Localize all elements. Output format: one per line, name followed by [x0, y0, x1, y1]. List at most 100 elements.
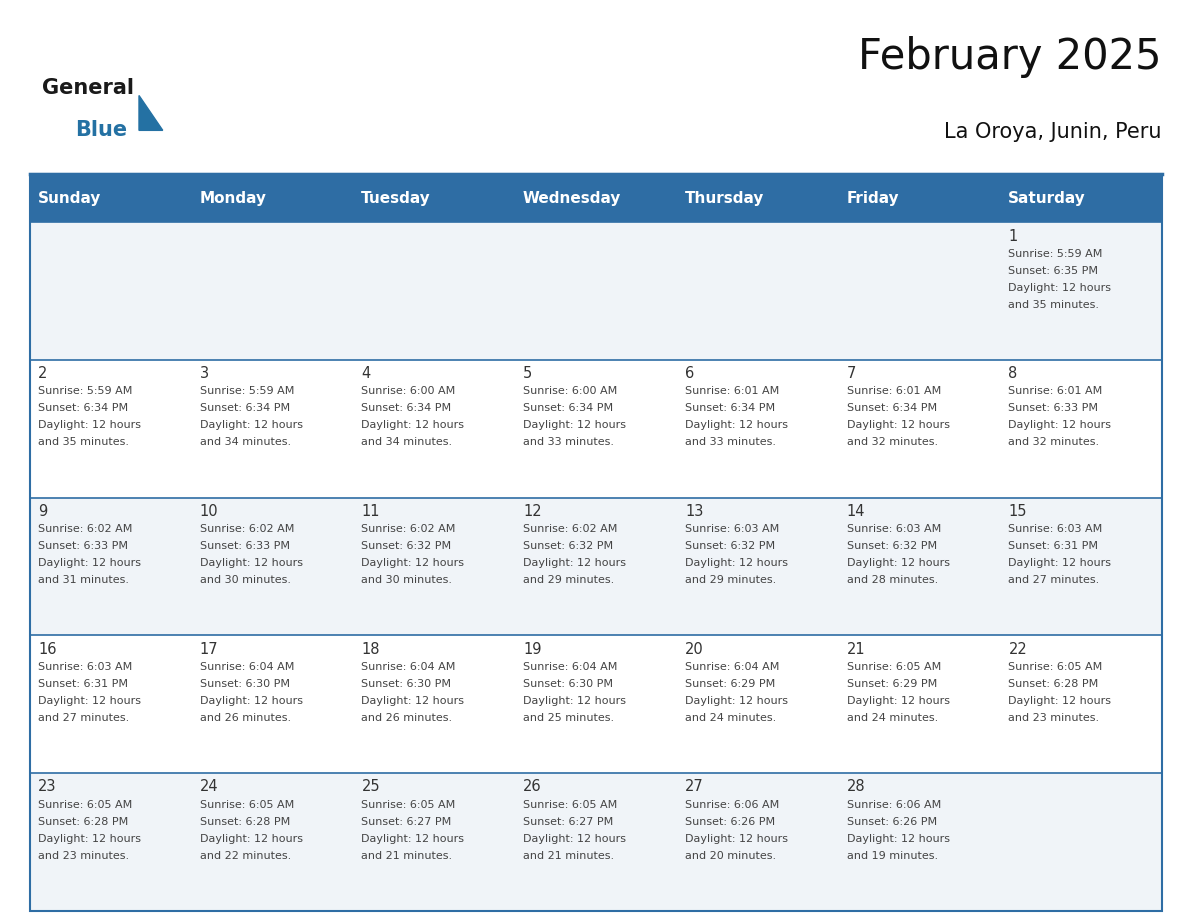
- Text: La Oroya, Junin, Peru: La Oroya, Junin, Peru: [944, 122, 1162, 142]
- Text: 10: 10: [200, 504, 219, 519]
- Text: Daylight: 12 hours: Daylight: 12 hours: [685, 558, 788, 568]
- Text: Sunrise: 5:59 AM: Sunrise: 5:59 AM: [1009, 249, 1102, 259]
- Text: 26: 26: [523, 779, 542, 794]
- Text: Daylight: 12 hours: Daylight: 12 hours: [1009, 283, 1112, 293]
- Text: Sunrise: 6:05 AM: Sunrise: 6:05 AM: [523, 800, 618, 810]
- Bar: [191, 360, 353, 498]
- Bar: [514, 360, 677, 498]
- Bar: [677, 773, 839, 911]
- Text: Sunset: 6:33 PM: Sunset: 6:33 PM: [38, 542, 128, 551]
- Text: Sunset: 6:29 PM: Sunset: 6:29 PM: [847, 679, 937, 688]
- Text: 16: 16: [38, 642, 57, 656]
- Bar: [30, 773, 191, 911]
- Text: Sunrise: 5:59 AM: Sunrise: 5:59 AM: [38, 386, 132, 397]
- Text: and 31 minutes.: and 31 minutes.: [38, 575, 129, 585]
- Text: Sunrise: 6:03 AM: Sunrise: 6:03 AM: [1009, 524, 1102, 534]
- Text: Sunset: 6:33 PM: Sunset: 6:33 PM: [1009, 404, 1099, 413]
- Text: Sunrise: 6:04 AM: Sunrise: 6:04 AM: [523, 662, 618, 672]
- Text: 22: 22: [1009, 642, 1028, 656]
- Text: and 27 minutes.: and 27 minutes.: [1009, 575, 1100, 585]
- Polygon shape: [139, 95, 163, 130]
- Text: Sunrise: 6:02 AM: Sunrise: 6:02 AM: [38, 524, 132, 534]
- Bar: [677, 222, 839, 360]
- Text: February 2025: February 2025: [859, 36, 1162, 78]
- Text: Daylight: 12 hours: Daylight: 12 hours: [361, 420, 465, 431]
- Text: 12: 12: [523, 504, 542, 519]
- Text: Friday: Friday: [847, 191, 899, 206]
- Text: Daylight: 12 hours: Daylight: 12 hours: [38, 420, 141, 431]
- Text: 21: 21: [847, 642, 865, 656]
- Bar: [1000, 635, 1162, 773]
- Bar: [839, 360, 1000, 498]
- Text: and 23 minutes.: and 23 minutes.: [1009, 712, 1100, 722]
- Text: 7: 7: [847, 366, 857, 381]
- Text: and 29 minutes.: and 29 minutes.: [685, 575, 776, 585]
- Text: Sunset: 6:33 PM: Sunset: 6:33 PM: [200, 542, 290, 551]
- Text: and 30 minutes.: and 30 minutes.: [200, 575, 291, 585]
- Bar: [30, 360, 191, 498]
- Bar: [353, 635, 514, 773]
- Bar: [677, 635, 839, 773]
- Text: 17: 17: [200, 642, 219, 656]
- Text: Sunrise: 6:06 AM: Sunrise: 6:06 AM: [685, 800, 779, 810]
- Text: 23: 23: [38, 779, 57, 794]
- Text: Sunset: 6:34 PM: Sunset: 6:34 PM: [38, 404, 128, 413]
- Text: Daylight: 12 hours: Daylight: 12 hours: [200, 558, 303, 568]
- Text: 3: 3: [200, 366, 209, 381]
- Text: Daylight: 12 hours: Daylight: 12 hours: [847, 558, 949, 568]
- Text: and 22 minutes.: and 22 minutes.: [200, 850, 291, 860]
- Text: and 35 minutes.: and 35 minutes.: [1009, 299, 1099, 309]
- Text: Tuesday: Tuesday: [361, 191, 431, 206]
- Bar: [353, 498, 514, 635]
- Text: Saturday: Saturday: [1009, 191, 1086, 206]
- Text: Daylight: 12 hours: Daylight: 12 hours: [847, 696, 949, 706]
- Text: Sunrise: 6:04 AM: Sunrise: 6:04 AM: [685, 662, 779, 672]
- Text: Sunset: 6:34 PM: Sunset: 6:34 PM: [685, 404, 775, 413]
- Bar: [839, 773, 1000, 911]
- Bar: [677, 360, 839, 498]
- Text: Sunset: 6:34 PM: Sunset: 6:34 PM: [847, 404, 937, 413]
- Text: 8: 8: [1009, 366, 1018, 381]
- Text: Daylight: 12 hours: Daylight: 12 hours: [523, 420, 626, 431]
- Text: Daylight: 12 hours: Daylight: 12 hours: [685, 696, 788, 706]
- Text: Sunrise: 6:01 AM: Sunrise: 6:01 AM: [685, 386, 779, 397]
- Text: 6: 6: [685, 366, 694, 381]
- Bar: [30, 174, 1162, 911]
- Bar: [191, 635, 353, 773]
- Text: Sunrise: 6:01 AM: Sunrise: 6:01 AM: [1009, 386, 1102, 397]
- Text: Sunrise: 6:02 AM: Sunrise: 6:02 AM: [361, 524, 456, 534]
- Text: Sunrise: 6:05 AM: Sunrise: 6:05 AM: [200, 800, 293, 810]
- Bar: [30, 498, 191, 635]
- Text: Monday: Monday: [200, 191, 266, 206]
- Text: Daylight: 12 hours: Daylight: 12 hours: [200, 834, 303, 844]
- Text: Sunrise: 6:04 AM: Sunrise: 6:04 AM: [361, 662, 456, 672]
- Bar: [514, 222, 677, 360]
- Text: Sunset: 6:30 PM: Sunset: 6:30 PM: [361, 679, 451, 688]
- Text: Sunrise: 6:01 AM: Sunrise: 6:01 AM: [847, 386, 941, 397]
- Text: Daylight: 12 hours: Daylight: 12 hours: [200, 420, 303, 431]
- Text: Daylight: 12 hours: Daylight: 12 hours: [361, 696, 465, 706]
- Text: Sunrise: 6:00 AM: Sunrise: 6:00 AM: [361, 386, 456, 397]
- Bar: [514, 498, 677, 635]
- Bar: [1000, 222, 1162, 360]
- Text: Sunrise: 6:06 AM: Sunrise: 6:06 AM: [847, 800, 941, 810]
- Text: Sunset: 6:27 PM: Sunset: 6:27 PM: [361, 817, 451, 826]
- Text: Sunset: 6:35 PM: Sunset: 6:35 PM: [1009, 266, 1099, 275]
- Text: Sunrise: 6:03 AM: Sunrise: 6:03 AM: [847, 524, 941, 534]
- Bar: [839, 498, 1000, 635]
- Text: Sunset: 6:26 PM: Sunset: 6:26 PM: [685, 817, 775, 826]
- Text: and 34 minutes.: and 34 minutes.: [361, 438, 453, 447]
- Text: and 24 minutes.: and 24 minutes.: [685, 712, 776, 722]
- Text: Daylight: 12 hours: Daylight: 12 hours: [523, 558, 626, 568]
- Text: and 25 minutes.: and 25 minutes.: [523, 712, 614, 722]
- Text: 20: 20: [685, 642, 703, 656]
- Bar: [1000, 360, 1162, 498]
- Text: Sunset: 6:34 PM: Sunset: 6:34 PM: [361, 404, 451, 413]
- Text: 11: 11: [361, 504, 380, 519]
- Text: and 27 minutes.: and 27 minutes.: [38, 712, 129, 722]
- Text: Sunset: 6:32 PM: Sunset: 6:32 PM: [523, 542, 613, 551]
- Text: and 28 minutes.: and 28 minutes.: [847, 575, 939, 585]
- Text: and 26 minutes.: and 26 minutes.: [200, 712, 291, 722]
- Text: Daylight: 12 hours: Daylight: 12 hours: [523, 696, 626, 706]
- Bar: [30, 635, 191, 773]
